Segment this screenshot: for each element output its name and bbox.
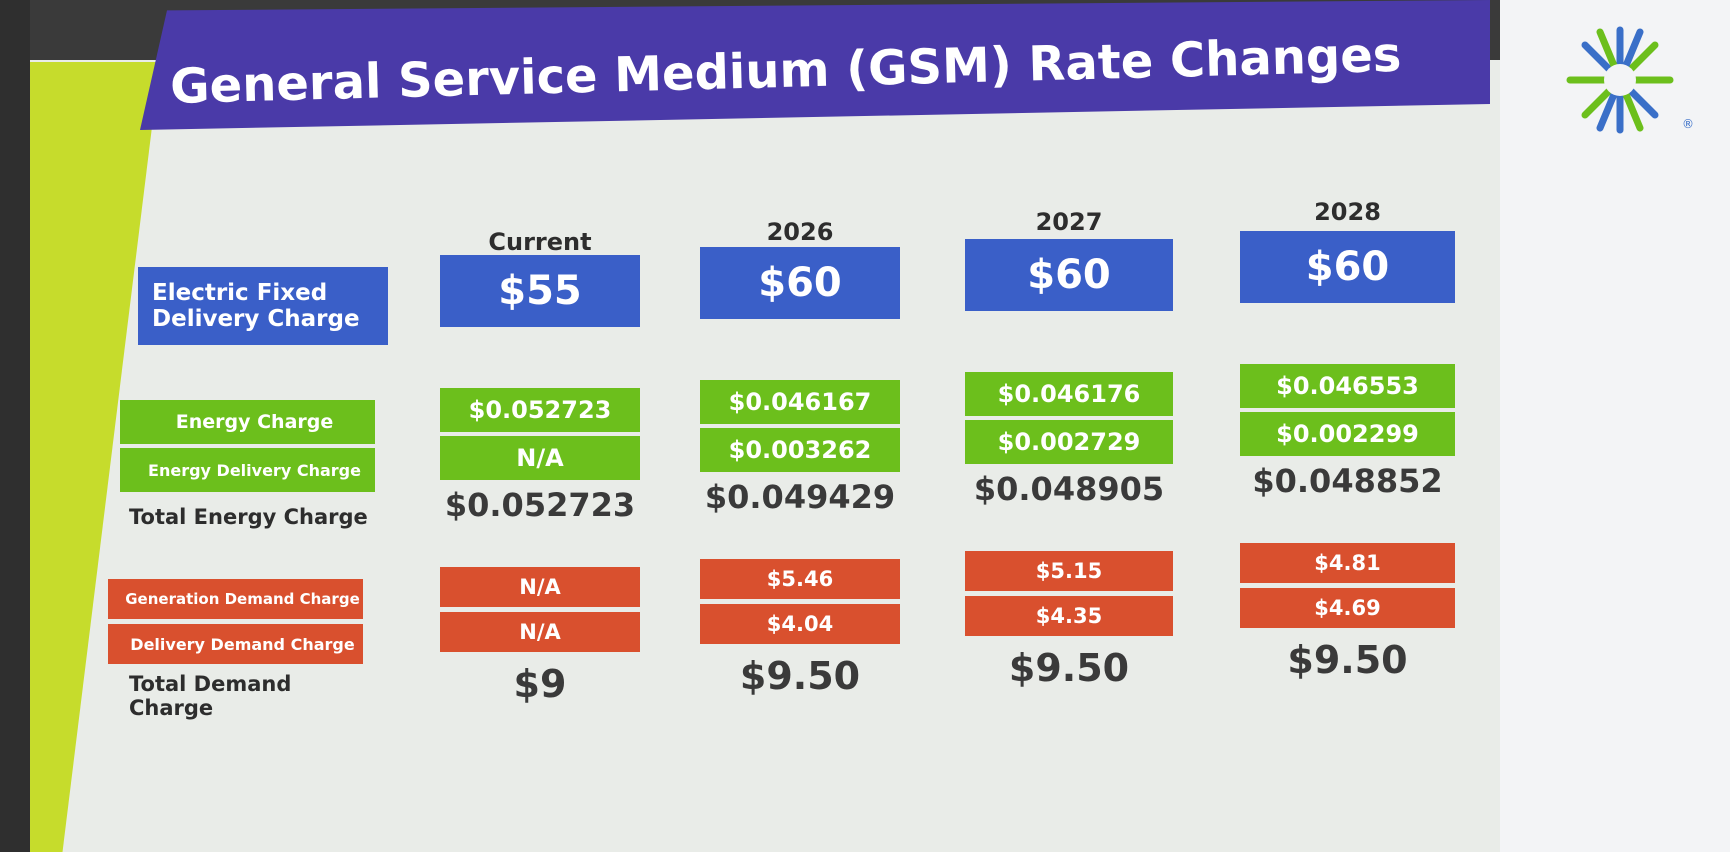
row-label: Total Energy Charge [129,505,368,529]
rate-cell: $5.15 [965,551,1173,591]
rate-cell: $0.048852 [1252,462,1443,500]
room-left [0,0,30,852]
rate-cell: $60 [700,247,900,319]
rate-cell: $5.46 [700,559,900,599]
row-label: Electric Fixed Delivery Charge [138,267,388,345]
rate-cell: $9.50 [1008,646,1130,690]
rate-cell: $9.50 [739,654,861,698]
rate-cell: $0.052723 [440,388,640,432]
rate-cell: $4.35 [965,596,1173,636]
rate-cell: $0.049429 [704,478,896,516]
rate-cell: $4.04 [700,604,900,644]
rate-cell: $0.002729 [965,420,1173,464]
column-header: 2026 [766,218,834,246]
logo-center [1604,64,1636,96]
rate-cell: $4.69 [1240,588,1455,628]
rate-cell: $60 [965,239,1173,311]
column-header: Current [488,228,592,256]
rate-cell: $0.052723 [444,486,636,524]
rate-cell: N/A [440,436,640,480]
row-label: Total Demand Charge [129,672,292,720]
rate-cell: $0.046167 [700,380,900,424]
logo: ® [1566,26,1694,134]
row-label: Energy Charge [120,400,375,444]
column-header: 2028 [1314,198,1381,226]
rate-cell: $0.046176 [965,372,1173,416]
rate-cell: $60 [1240,231,1455,303]
logo-mark: ® [1682,117,1694,131]
row-label: Generation Demand Charge [108,579,363,619]
rate-cell: N/A [440,567,640,607]
rate-cell: $0.002299 [1240,412,1455,456]
rate-cell: $0.048905 [973,470,1165,508]
rate-cell: $9 [513,662,567,706]
row-label: Delivery Demand Charge [108,624,363,664]
rate-cell: $0.046553 [1240,364,1455,408]
column-header: 2027 [1035,208,1103,236]
rate-cell: $55 [440,255,640,327]
rate-cell: $4.81 [1240,543,1455,583]
rate-cell: $9.50 [1287,638,1408,682]
row-label: Energy Delivery Charge [120,448,375,492]
slide-right [1500,0,1730,852]
rate-cell: N/A [440,612,640,652]
rate-cell: $0.003262 [700,428,900,472]
